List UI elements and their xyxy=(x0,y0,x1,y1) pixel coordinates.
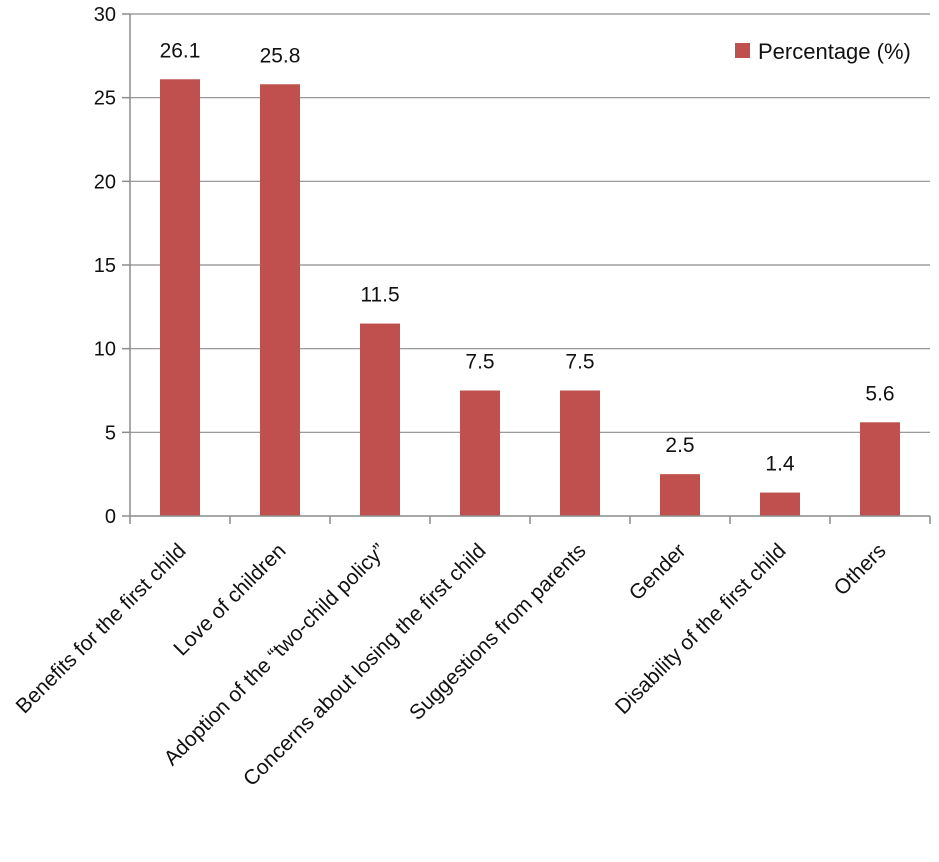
bar xyxy=(160,79,200,516)
legend-swatch xyxy=(735,43,750,58)
y-tick-label: 0 xyxy=(105,506,116,528)
data-label: 7.5 xyxy=(565,351,594,374)
data-labels: 26.1 25.8 11.5 7.5 7.5 2.5 1.4 5.6 xyxy=(160,39,895,475)
y-tick-label: 5 xyxy=(105,422,116,444)
bar xyxy=(660,474,700,516)
category-label: Disability of the first child xyxy=(611,539,791,719)
bar xyxy=(260,84,300,516)
y-tick-label: 20 xyxy=(94,171,116,193)
bar xyxy=(460,390,500,516)
category-label: Others xyxy=(830,539,891,600)
y-tick-label: 15 xyxy=(94,255,116,277)
legend-label: Percentage (%) xyxy=(758,39,911,64)
data-label: 5.6 xyxy=(865,382,894,405)
data-label: 7.5 xyxy=(465,351,494,374)
bar xyxy=(560,390,600,516)
axes: 0 5 10 15 20 25 30 xyxy=(94,4,931,528)
y-tick-label: 10 xyxy=(94,339,116,361)
gridlines xyxy=(130,13,930,433)
bar xyxy=(860,422,900,516)
data-label: 11.5 xyxy=(360,284,399,307)
bar xyxy=(360,323,400,516)
category-label: Gender xyxy=(625,539,691,605)
data-label: 2.5 xyxy=(665,434,694,457)
data-label: 26.1 xyxy=(160,39,201,62)
data-label: 25.8 xyxy=(260,44,301,67)
data-label: 1.4 xyxy=(765,453,795,476)
bar xyxy=(760,492,800,516)
y-tick-label: 30 xyxy=(94,4,116,26)
legend: Percentage (%) xyxy=(735,39,911,64)
category-label: Adoption of the “two-child policy” xyxy=(160,539,391,770)
category-label: Suggestions from parents xyxy=(405,539,590,724)
category-label: Benefits for the first child xyxy=(12,539,191,718)
bars xyxy=(160,79,900,516)
y-tick-label: 25 xyxy=(94,88,116,110)
